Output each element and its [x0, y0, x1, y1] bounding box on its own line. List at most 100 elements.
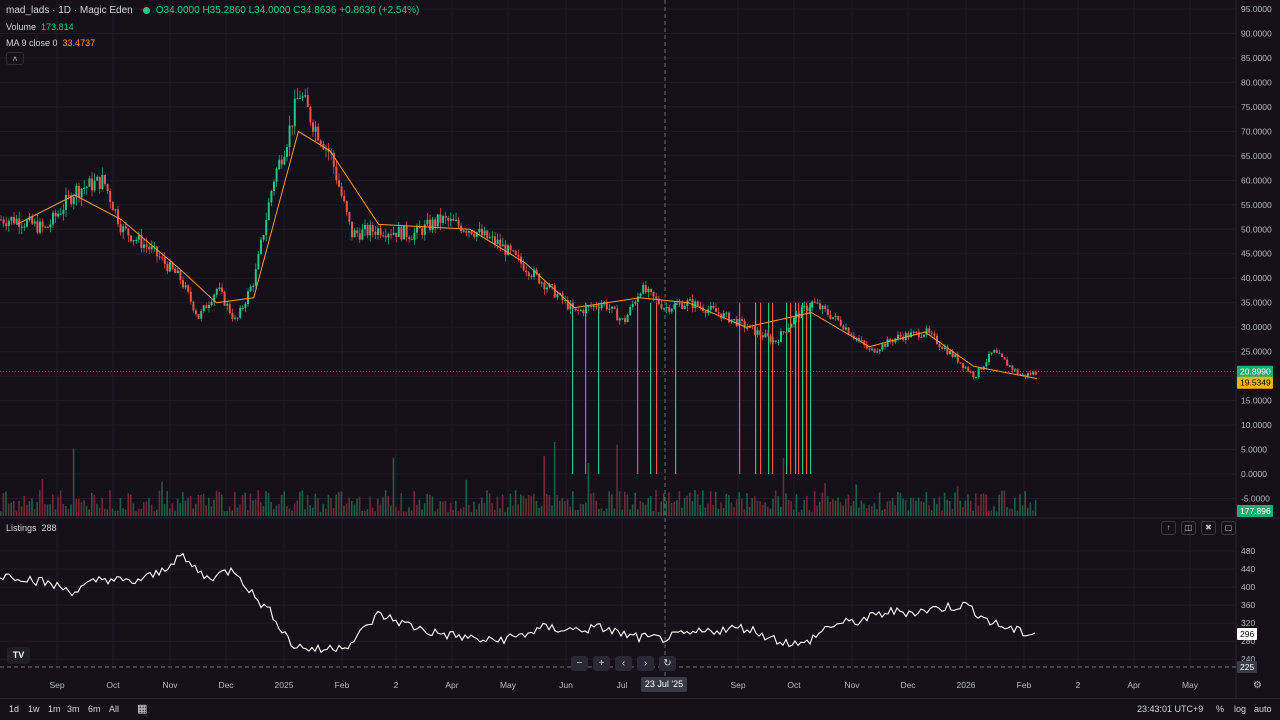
- volume-bar: [114, 511, 116, 516]
- volume-bar: [408, 507, 410, 516]
- volume-bar: [423, 503, 426, 516]
- volume-bar: [803, 499, 805, 516]
- candle-body: [317, 126, 320, 141]
- candle-body: [491, 236, 494, 238]
- volume-bar: [540, 505, 543, 516]
- candle-body: [556, 294, 559, 298]
- candle-body: [785, 331, 788, 333]
- volume-bar: [15, 510, 18, 516]
- date-range-icon[interactable]: ▦: [137, 703, 148, 715]
- candle-body: [858, 337, 860, 340]
- volume-bar: [223, 511, 226, 516]
- chart-navigation: − + ‹ › ↻: [571, 656, 676, 671]
- candle-body: [174, 268, 177, 274]
- volume-bar: [889, 500, 891, 516]
- collapse-pane-icon[interactable]: ✖: [1201, 521, 1216, 535]
- candle-body: [865, 344, 868, 349]
- candle-body: [304, 95, 307, 97]
- timeframe-6m[interactable]: 6m: [88, 704, 101, 714]
- candle-body: [257, 253, 260, 270]
- scroll-left-icon[interactable]: ‹: [615, 656, 632, 671]
- candle-body: [234, 317, 236, 319]
- candle-body: [462, 230, 465, 232]
- candle-body: [36, 221, 39, 233]
- tradingview-logo-icon[interactable]: TV: [7, 647, 30, 664]
- timeframe-all[interactable]: All: [109, 704, 120, 714]
- volume-bar: [106, 509, 109, 516]
- move-pane-up-icon[interactable]: ↑: [1161, 521, 1176, 535]
- candle-body: [915, 331, 918, 333]
- volume-bar: [650, 495, 652, 516]
- candle-body: [756, 330, 759, 335]
- timeframe-1w[interactable]: 1w: [28, 704, 40, 714]
- candle-body: [158, 256, 161, 258]
- settings-gear-icon[interactable]: ⚙: [1253, 680, 1262, 691]
- percent-toggle[interactable]: %: [1216, 704, 1225, 714]
- candle-body: [868, 348, 871, 350]
- candle-body: [340, 186, 343, 196]
- volume-bar: [782, 457, 785, 516]
- delete-pane-icon[interactable]: ◫: [1181, 521, 1196, 535]
- candle-body: [163, 257, 166, 264]
- candle-body: [525, 270, 528, 273]
- candle-body: [972, 371, 975, 378]
- reset-chart-icon[interactable]: ↻: [659, 656, 676, 671]
- volume-bar: [751, 497, 753, 516]
- timeframe-1d[interactable]: 1d: [9, 704, 20, 714]
- candle-body: [553, 285, 556, 298]
- listings-line: [0, 552, 1036, 654]
- legend-volume[interactable]: Volume 173.814: [6, 22, 74, 32]
- candle-body: [839, 319, 842, 326]
- candle-body: [475, 232, 478, 237]
- zoom-in-icon[interactable]: +: [593, 656, 610, 671]
- candle-body: [140, 235, 143, 248]
- price-tick-label: 35.0000: [1241, 298, 1272, 308]
- volume-bar: [790, 501, 792, 516]
- candle-body: [403, 225, 405, 240]
- symbol-label[interactable]: mad_lads · 1D · Magic Eden: [6, 5, 133, 16]
- collapse-legend-button[interactable]: ˄: [6, 52, 24, 65]
- timeframe-3m[interactable]: 3m: [67, 704, 80, 714]
- candle-body: [855, 337, 858, 339]
- volume-bar: [197, 494, 200, 516]
- candle-body: [686, 300, 689, 307]
- candle-body: [587, 305, 590, 307]
- candle-body: [1001, 353, 1003, 357]
- candle-body: [964, 367, 967, 369]
- candle-body: [912, 331, 915, 333]
- zoom-out-icon[interactable]: −: [571, 656, 588, 671]
- candle-body: [410, 239, 413, 241]
- candle-body: [275, 169, 278, 182]
- listings-pane-title[interactable]: Listings 288: [6, 523, 57, 533]
- volume-bar: [527, 494, 530, 516]
- volume-bar: [891, 497, 894, 516]
- volume-bar: [72, 448, 75, 516]
- volume-bar: [260, 502, 262, 516]
- candle-body: [678, 303, 681, 305]
- volume-bar: [470, 511, 473, 516]
- scroll-right-icon[interactable]: ›: [637, 656, 654, 671]
- legend-ma[interactable]: MA 9 close 0 33.4737: [6, 38, 95, 48]
- volume-bar: [832, 499, 834, 516]
- candle-body: [361, 229, 364, 240]
- candle-body: [738, 319, 741, 327]
- candle-body: [434, 219, 437, 227]
- change-value: +0.8636 (+2.54%): [339, 5, 420, 16]
- volume-bar: [715, 491, 717, 516]
- volume-bar: [70, 504, 72, 516]
- candle-body: [2, 219, 5, 224]
- clock-label[interactable]: 23:43:01 UTC+9: [1137, 704, 1204, 714]
- chart-canvas[interactable]: 95.0000 90.0000 85.0000 80.0000 75.0000 70.00…: [0, 0, 1280, 698]
- log-toggle[interactable]: log: [1234, 704, 1247, 714]
- candle-body: [735, 319, 738, 327]
- candle-body: [933, 333, 936, 336]
- volume-bar: [109, 490, 111, 516]
- volume-bar: [119, 498, 122, 516]
- timeframe-1m[interactable]: 1m: [48, 704, 61, 714]
- volume-bar: [743, 509, 746, 516]
- volume-bar: [104, 508, 106, 516]
- candle-body: [80, 189, 83, 198]
- volume-bar: [291, 510, 293, 516]
- maximize-pane-icon[interactable]: ▢: [1221, 521, 1236, 535]
- auto-toggle[interactable]: auto: [1254, 704, 1272, 714]
